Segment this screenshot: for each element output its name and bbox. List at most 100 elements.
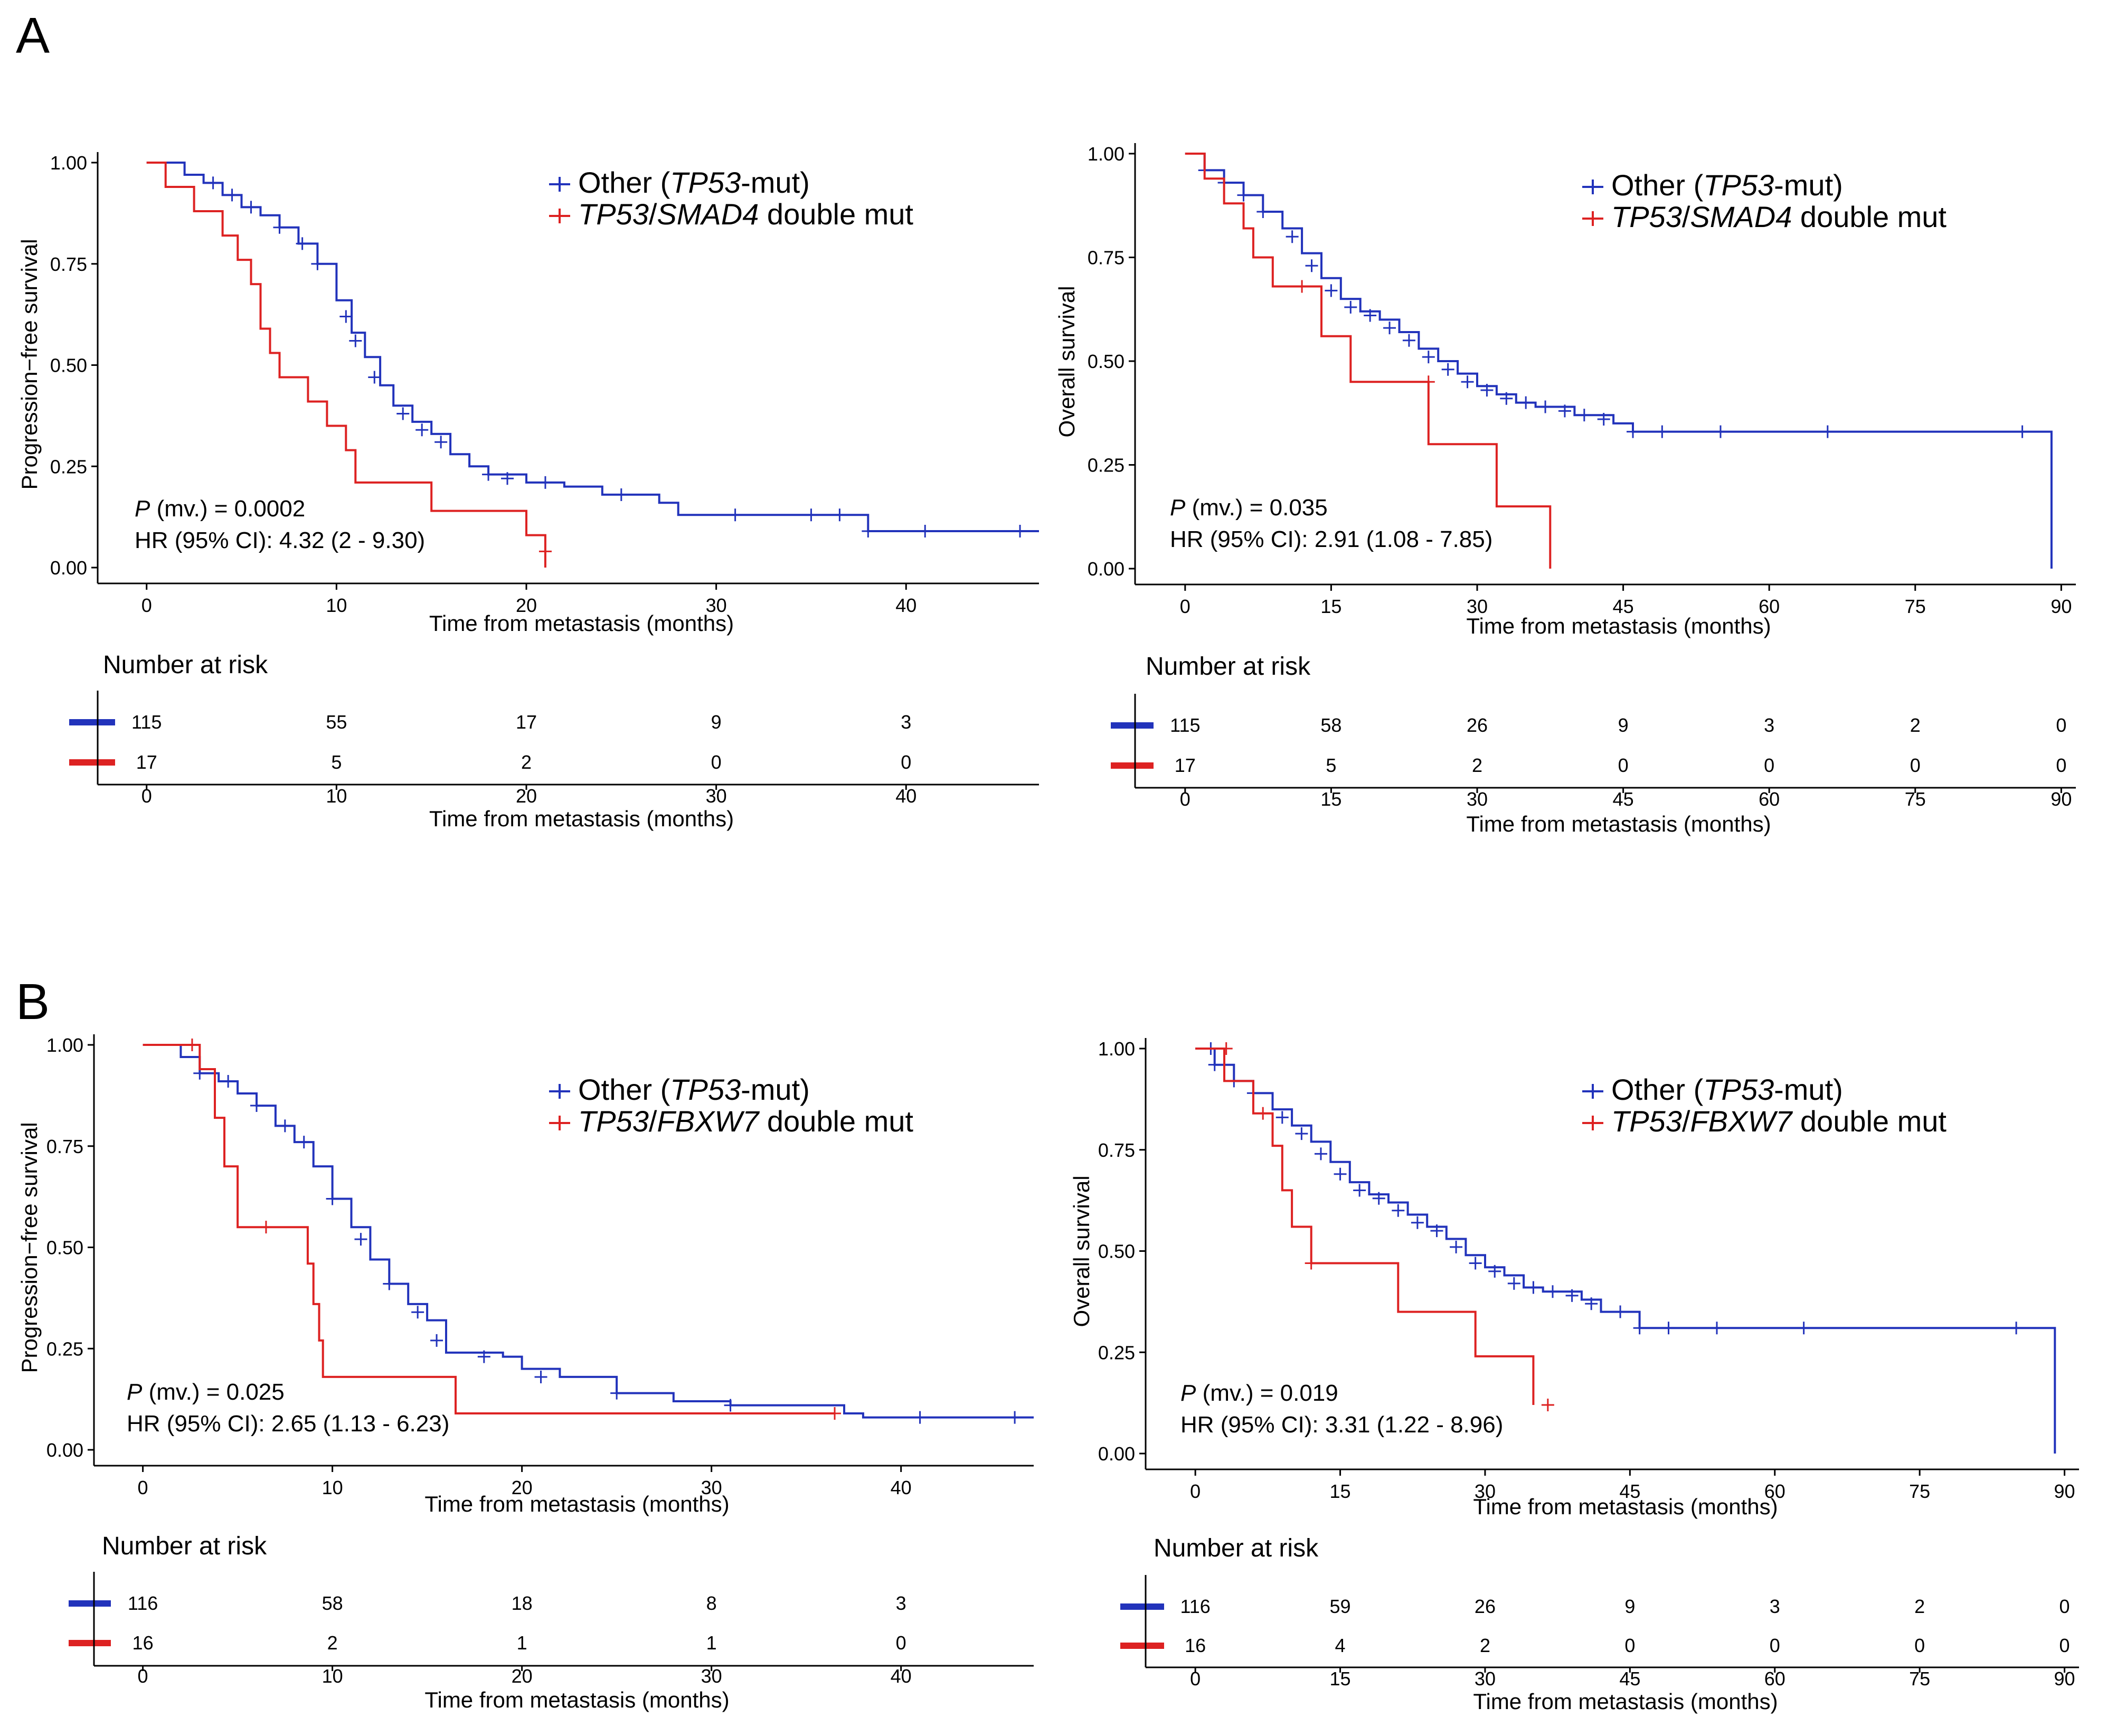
legend-gene: SMAD4 [1690,200,1792,233]
legend-entry: Other (TP53-mut) [578,1073,810,1106]
censor-mark [1364,309,1377,322]
risk-count: 3 [901,711,911,733]
risk-count: 58 [1320,714,1341,736]
risk-count: 2 [521,751,532,773]
censor-mark [1488,1265,1501,1278]
censor-mark [1422,375,1435,389]
km-panel-4: 0.000.250.500.751.000 15 30 45 60 75 90Overall… [1069,1038,2079,1714]
legend-text: / [1682,200,1690,233]
y-tick-label: 0.75 [1098,1139,1135,1161]
legend-text: double mut [759,197,913,231]
legend-swatch [1582,180,1603,194]
risk-count: 0 [2056,754,2066,776]
x-tick-label: 0 [1190,1480,1201,1502]
y-tick-label: 0.75 [1088,247,1125,269]
x-axis-label: Time from metastasis (months) [429,611,734,636]
censor-mark [354,1233,367,1246]
censor-mark [2010,1322,2023,1335]
y-tick-label: 0.50 [50,355,87,376]
censor-mark [501,472,514,485]
y-tick-label: 0.00 [46,1439,83,1461]
legend-text: Other ( [578,166,670,199]
risk-x-axis-label: Time from metastasis (months) [1466,812,1771,836]
censor-mark [1305,1257,1318,1270]
censor-mark [206,176,220,190]
risk-x-tick-label: 10 [322,1665,343,1687]
risk-x-tick-label: 60 [1759,788,1780,810]
x-tick-label: 15 [1330,1480,1351,1502]
x-tick-label: 20 [516,595,537,616]
censor-mark [1507,1277,1520,1290]
censor-mark [278,1119,291,1133]
censor-mark [1256,205,1270,219]
risk-count: 0 [896,1632,906,1654]
censor-mark [538,476,552,489]
y-tick-label: 0.50 [1098,1241,1135,1262]
legend-text: / [649,197,657,231]
legend-gene: TP53 [670,1073,741,1106]
risk-x-axis-label: Time from metastasis (months) [1473,1689,1778,1714]
censor-mark [1383,322,1396,335]
censor-mark [534,1370,547,1383]
legend-entry: TP53/FBXW7 double mut [578,1105,913,1138]
risk-x-tick-label: 0 [138,1665,148,1687]
censor-mark [1711,1322,1723,1335]
legend-swatch [549,177,570,192]
y-axis-label: Progression−free survival [17,1122,42,1373]
risk-count: 17 [516,711,537,733]
x-axis-label: Time from metastasis (months) [424,1492,729,1516]
risk-count: 0 [1914,1635,1925,1656]
x-tick-label: 30 [701,1477,722,1498]
legend-gene: TP53 [578,197,649,231]
censor-mark [273,221,286,234]
censor-mark [862,524,875,537]
y-tick-label: 0.00 [1088,558,1125,580]
legend-entry: Other (TP53-mut) [578,166,810,199]
x-tick-label: 30 [1467,596,1488,617]
censor-mark [259,1221,272,1234]
risk-count: 18 [512,1592,533,1614]
y-tick-label: 1.00 [50,152,87,174]
risk-x-tick-label: 45 [1613,788,1634,810]
y-tick-label: 0.25 [46,1338,83,1360]
risk-x-tick-label: 30 [706,785,727,807]
censor-mark [1441,363,1454,376]
legend-swatch [1582,1084,1603,1099]
x-tick-label: 60 [1759,596,1780,617]
y-tick-label: 0.25 [1098,1342,1135,1363]
censor-mark [1480,384,1494,397]
censor-mark [1539,400,1552,413]
censor-mark [2016,425,2029,438]
legend-gene: FBXW7 [657,1105,760,1138]
y-tick-label: 1.00 [1098,1038,1135,1060]
charts-layer: 0.000.250.500.751.000 10 20 30 40Progression… [17,143,2079,1714]
legend-text: / [1682,1105,1690,1138]
panel-letter-a: A [16,7,50,64]
risk-x-axis-label: Time from metastasis (months) [424,1687,729,1712]
x-tick-label: 10 [322,1477,343,1498]
risk-count: 5 [331,751,342,773]
x-tick-label: 40 [895,595,917,616]
legend-gene: TP53 [1611,200,1682,233]
risk-count: 26 [1467,714,1488,736]
risk-count: 0 [1764,754,1774,776]
x-tick-label: 45 [1619,1480,1640,1502]
censor-mark [1597,413,1610,426]
censor-mark [1325,284,1338,297]
risk-table-title: Number at risk [1154,1534,1319,1562]
risk-count: 16 [133,1632,154,1654]
risk-x-tick-label: 20 [516,785,537,807]
x-axis-label: Time from metastasis (months) [1473,1494,1778,1519]
p-value-annotation: P (mv.) = 0.035 [1170,495,1328,521]
censor-mark [1286,230,1299,243]
p-value-annotation: P (mv.) = 0.019 [1180,1380,1338,1406]
risk-count: 1 [706,1632,717,1654]
censor-mark [833,508,846,522]
risk-count: 9 [1618,714,1629,736]
censor-mark [434,436,448,449]
risk-table-title: Number at risk [1146,653,1311,681]
y-tick-label: 0.50 [46,1237,83,1259]
censor-mark [311,257,324,270]
risk-x-tick-label: 15 [1330,1668,1351,1690]
risk-count: 5 [1326,754,1336,776]
